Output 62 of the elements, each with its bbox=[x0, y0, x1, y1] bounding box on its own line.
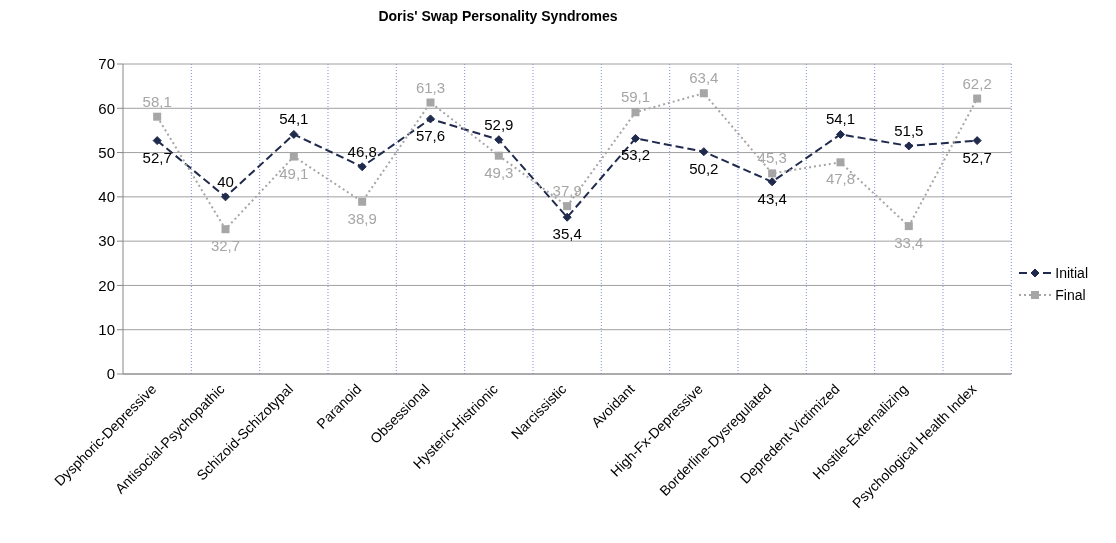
point bbox=[836, 158, 845, 167]
point bbox=[904, 222, 913, 231]
data-label: 52,7 bbox=[962, 148, 992, 166]
y-tick-label: 10 bbox=[98, 321, 115, 339]
point bbox=[562, 212, 572, 222]
data-label: 51,5 bbox=[894, 121, 924, 139]
point bbox=[494, 135, 504, 145]
point bbox=[835, 129, 845, 139]
y-tick-label: 0 bbox=[106, 365, 115, 383]
legend-label: Final bbox=[1055, 287, 1086, 303]
point bbox=[563, 202, 572, 211]
data-label: 57,6 bbox=[415, 126, 446, 144]
y-tick-label: 50 bbox=[98, 143, 115, 161]
data-label: 61,3 bbox=[415, 78, 446, 96]
y-tick-label: 40 bbox=[98, 188, 115, 206]
data-label: 53,2 bbox=[620, 146, 651, 164]
data-label: 38,9 bbox=[347, 209, 377, 227]
point bbox=[699, 89, 708, 98]
point bbox=[357, 162, 367, 172]
point bbox=[699, 147, 709, 157]
point bbox=[631, 108, 640, 117]
data-label: 54,1 bbox=[825, 110, 856, 128]
point bbox=[494, 151, 503, 160]
y-tick-label: 60 bbox=[98, 99, 115, 117]
data-label: 37,9 bbox=[552, 182, 582, 200]
point bbox=[289, 152, 298, 161]
data-label: 46,8 bbox=[347, 142, 377, 160]
point bbox=[152, 136, 162, 146]
data-label: 40 bbox=[217, 172, 234, 190]
y-tick-label: 70 bbox=[98, 55, 115, 73]
data-label: 59,1 bbox=[620, 88, 651, 106]
y-tick-label: 20 bbox=[98, 276, 115, 294]
point bbox=[426, 98, 435, 107]
point bbox=[153, 112, 162, 121]
point bbox=[221, 192, 230, 202]
data-label: 52,9 bbox=[484, 115, 514, 133]
point bbox=[767, 177, 777, 187]
point bbox=[221, 225, 230, 234]
data-label: 43,4 bbox=[757, 189, 787, 207]
data-label: 45,3 bbox=[757, 149, 787, 167]
data-label: 47,8 bbox=[825, 170, 856, 188]
point bbox=[972, 136, 982, 146]
point bbox=[973, 94, 982, 103]
data-label: 63,4 bbox=[689, 69, 719, 87]
point bbox=[630, 133, 640, 143]
data-label: 52,7 bbox=[142, 148, 172, 166]
point bbox=[358, 197, 367, 206]
point bbox=[768, 169, 777, 178]
data-label: 32,7 bbox=[210, 237, 241, 255]
y-tick-label: 30 bbox=[98, 232, 115, 250]
data-label: 49,1 bbox=[279, 164, 309, 182]
data-label: 49,3 bbox=[484, 163, 514, 181]
data-label: 35,4 bbox=[552, 225, 582, 243]
data-label: 62,2 bbox=[962, 74, 992, 92]
point bbox=[425, 114, 435, 124]
point bbox=[904, 141, 914, 151]
chart-title: Doris' Swap Personality Syndromes bbox=[377, 8, 619, 24]
point bbox=[289, 129, 299, 139]
data-label: 58,1 bbox=[142, 92, 172, 110]
data-label: 54,1 bbox=[279, 110, 309, 128]
legend-label: Initial bbox=[1055, 265, 1088, 281]
data-label: 50,2 bbox=[689, 159, 719, 177]
